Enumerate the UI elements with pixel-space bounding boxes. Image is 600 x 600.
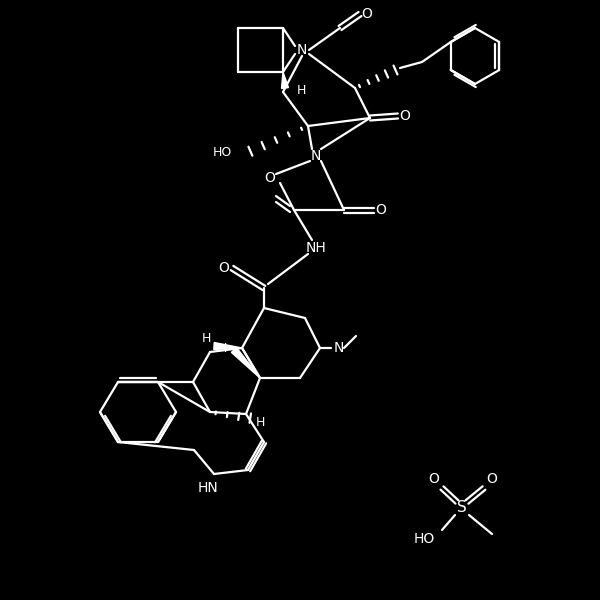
Text: H: H — [256, 415, 265, 428]
Text: H: H — [296, 83, 305, 97]
Text: N: N — [334, 341, 344, 355]
Text: HN: HN — [197, 481, 218, 495]
Polygon shape — [232, 347, 260, 378]
Text: O: O — [376, 203, 386, 217]
Text: N: N — [297, 43, 307, 57]
Text: O: O — [400, 109, 410, 123]
Text: NH: NH — [305, 241, 326, 255]
Polygon shape — [214, 343, 242, 349]
Text: O: O — [218, 261, 229, 275]
Text: HO: HO — [413, 532, 434, 546]
Text: H: H — [217, 341, 227, 355]
Text: O: O — [428, 472, 439, 486]
Text: H: H — [202, 331, 211, 344]
Text: S: S — [457, 500, 467, 515]
Text: O: O — [487, 472, 497, 486]
Text: N: N — [311, 149, 321, 163]
Text: O: O — [362, 7, 373, 21]
Text: HO: HO — [213, 145, 232, 158]
Polygon shape — [281, 72, 289, 88]
Text: O: O — [265, 171, 275, 185]
